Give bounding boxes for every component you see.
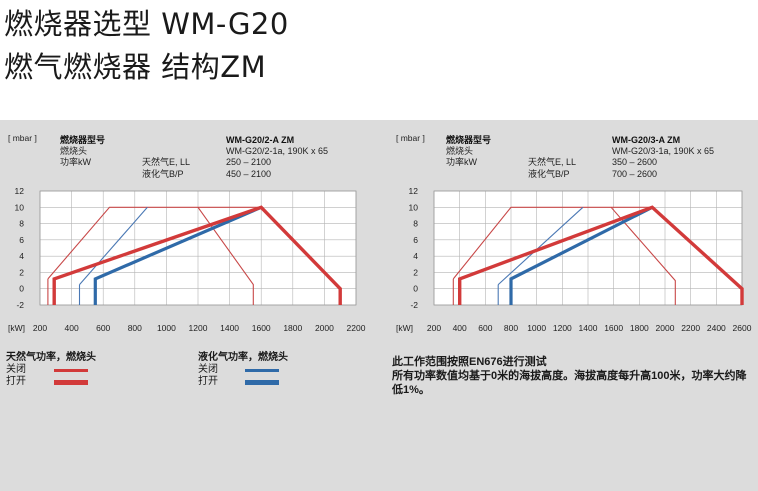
chart-1-y-unit: [ mbar ] bbox=[8, 133, 37, 143]
chart-1-info-header: 燃烧器型号 bbox=[60, 134, 105, 145]
chart-2-x-tick-label: 200 bbox=[427, 323, 441, 333]
legend-lpg-open-swatch bbox=[245, 380, 279, 385]
chart-2-y-tick-label: -2 bbox=[410, 300, 418, 310]
chart-2-frame bbox=[433, 190, 743, 306]
legend-lpg-closed-label: 关闭 bbox=[198, 364, 218, 375]
page-subtitle: 燃气燃烧器 结构ZM bbox=[4, 50, 267, 84]
legend-gas-closed-swatch bbox=[54, 369, 88, 372]
chart-1-y-tick-label: 12 bbox=[15, 186, 25, 196]
chart-2-x-tick-label: 400 bbox=[453, 323, 467, 333]
chart-2-x-tick-label: 2400 bbox=[707, 323, 726, 333]
chart-2-x-tick-label: 1000 bbox=[527, 323, 546, 333]
chart-1-x-tick-label: 200 bbox=[33, 323, 47, 333]
legend-lpg-title: 液化气功率，燃烧头 bbox=[198, 352, 288, 363]
chart-1-series-gas-thin-3 bbox=[197, 206, 254, 305]
legend-lpg-closed-swatch bbox=[245, 369, 279, 372]
legend-gas-title: 天然气功率，燃烧头 bbox=[6, 352, 96, 363]
chart-1-y-tick-label: 10 bbox=[15, 202, 25, 212]
chart-2-x-unit: [kW] bbox=[396, 323, 413, 333]
chart-1-y-tick-label: 0 bbox=[19, 284, 24, 294]
chart-2-x-tick-label: 2600 bbox=[733, 323, 752, 333]
legend-gas-open-swatch bbox=[54, 380, 88, 385]
legend-gas-open-label: 打开 bbox=[6, 376, 26, 387]
chart-1-x-tick-label: 2200 bbox=[347, 323, 366, 333]
chart-1-x-tick-label: 1600 bbox=[252, 323, 271, 333]
chart-2-info-gas-label: 天然气E, LL bbox=[528, 156, 576, 167]
chart-1-info-model: WM-G20/2-A ZM bbox=[226, 135, 294, 145]
chart-2-info-head-label: 燃烧头 bbox=[446, 145, 473, 156]
chart-1-x-tick-label: 1800 bbox=[283, 323, 302, 333]
test-note-altitude: 所有功率数值均基于0米的海拔高度。海拔高度每升高100米，功率大约降低1%。 bbox=[392, 370, 747, 396]
chart-1-y-tick-label: 2 bbox=[19, 267, 24, 277]
chart-1-series-lpg-thin-2 bbox=[79, 206, 148, 285]
chart-panel-background bbox=[0, 120, 758, 491]
chart-2-x-tick-label: 2000 bbox=[656, 323, 675, 333]
chart-2-series-lpg-1 bbox=[509, 205, 653, 305]
chart-1-y-tick-label: 6 bbox=[19, 235, 24, 245]
chart-1-series-gas-1 bbox=[52, 205, 342, 305]
chart-1-frame bbox=[39, 190, 357, 306]
chart-1-x-tick-label: 2000 bbox=[315, 323, 334, 333]
chart-1-y-tick-label: -2 bbox=[16, 300, 24, 310]
legend-gas-closed-label: 关闭 bbox=[6, 364, 26, 375]
chart-1-series-lpg-1 bbox=[93, 205, 262, 305]
chart-2-info-header: 燃烧器型号 bbox=[446, 134, 491, 145]
chart-2-x-tick-label: 1800 bbox=[630, 323, 649, 333]
chart-1-y-tick-label: 4 bbox=[19, 251, 24, 261]
chart-2-x-tick-label: 800 bbox=[504, 323, 518, 333]
chart-2-y-tick-label: 8 bbox=[413, 219, 418, 229]
chart-2-x-tick-label: 1600 bbox=[604, 323, 623, 333]
chart-2-x-tick-label: 2200 bbox=[681, 323, 700, 333]
chart-2-y-tick-label: 0 bbox=[413, 284, 418, 294]
chart-2-y-tick-label: 10 bbox=[409, 202, 419, 212]
legend-lpg-open-label: 打开 bbox=[198, 376, 218, 387]
chart-1-info-gas-value: 250 – 2100 bbox=[226, 157, 271, 167]
chart-2-y-tick-label: 6 bbox=[413, 235, 418, 245]
test-note-standard: 此工作范围按照EN676进行测试 bbox=[392, 356, 547, 368]
chart-2-x-tick-label: 600 bbox=[478, 323, 492, 333]
chart-1-info-power-label: 功率kW bbox=[60, 156, 92, 167]
chart-2-series-gas-thin-3 bbox=[610, 206, 676, 305]
chart-2-series-lpg-thin-2 bbox=[497, 206, 584, 286]
chart-2-x-tick-label: 1200 bbox=[553, 323, 572, 333]
chart-1-x-tick-label: 1000 bbox=[157, 323, 176, 333]
chart-2-info-head-value: WM-G20/3-1a, 190K x 65 bbox=[612, 146, 714, 156]
chart-2-info-lpg-value: 700 – 2600 bbox=[612, 169, 657, 179]
chart-1-x-unit: [kW] bbox=[8, 323, 25, 333]
chart-2-y-tick-label: 4 bbox=[413, 251, 418, 261]
chart-2-y-tick-label: 12 bbox=[409, 186, 419, 196]
chart-1-y-tick-label: 8 bbox=[19, 219, 24, 229]
chart-2-series-gas-1 bbox=[458, 205, 744, 305]
test-note: 此工作范围按照EN676进行测试 所有功率数值均基于0米的海拔高度。海拔高度每升… bbox=[392, 355, 752, 397]
chart-1-info-gas-label: 天然气E, LL bbox=[142, 156, 190, 167]
chart-2-y-unit: [ mbar ] bbox=[396, 133, 425, 143]
chart-1-x-tick-label: 1200 bbox=[189, 323, 208, 333]
chart-2-info-gas-value: 350 – 2600 bbox=[612, 157, 657, 167]
chart-1-x-tick-label: 1400 bbox=[220, 323, 239, 333]
chart-1-x-tick-label: 600 bbox=[96, 323, 110, 333]
chart-2-info-lpg-label: 液化气B/P bbox=[528, 168, 570, 179]
chart-2-info-model: WM-G20/3-A ZM bbox=[612, 135, 680, 145]
chart-2-y-tick-label: 2 bbox=[413, 267, 418, 277]
chart-2-info-power-label: 功率kW bbox=[446, 156, 478, 167]
chart-1-info-lpg-value: 450 – 2100 bbox=[226, 169, 271, 179]
chart-1-info-lpg-label: 液化气B/P bbox=[142, 168, 184, 179]
chart-1-x-tick-label: 800 bbox=[128, 323, 142, 333]
chart-1-info-head-label: 燃烧头 bbox=[60, 145, 87, 156]
page-title: 燃烧器选型 WM-G20 bbox=[4, 7, 289, 41]
chart-1-x-tick-label: 400 bbox=[65, 323, 79, 333]
chart-1-info-head-value: WM-G20/2-1a, 190K x 65 bbox=[226, 146, 328, 156]
chart-2-x-tick-label: 1400 bbox=[579, 323, 598, 333]
